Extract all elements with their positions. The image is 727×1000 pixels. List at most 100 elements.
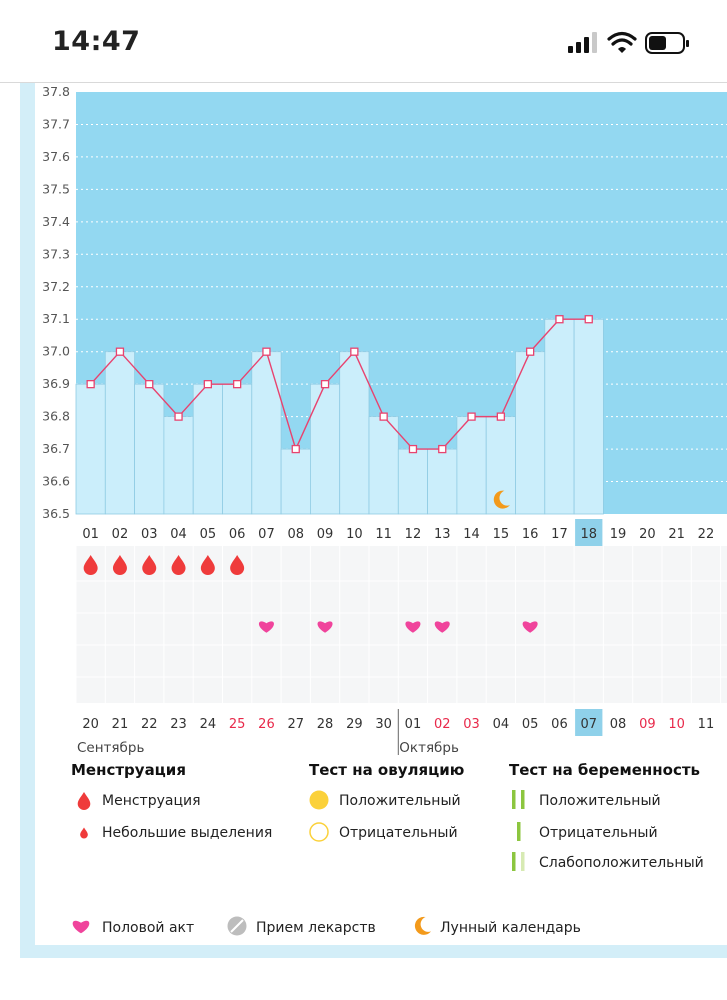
cycle-day-label: 22 [698, 527, 715, 542]
today-cycle-highlight [575, 519, 603, 546]
bbt-chart: 37.8 37.7 37.6 37.5 37.4 37.3 37.2 37.1 37.0 36.9… [35, 84, 727, 945]
y-tick-label: 36.7 [42, 441, 70, 456]
y-tick-label: 37.6 [42, 149, 70, 164]
cycle-day-label: 02 [112, 527, 129, 542]
temperature-bar [280, 448, 311, 515]
temperature-bar [456, 416, 487, 515]
legend-spotting-label: Небольшие выделения [102, 825, 272, 841]
legend-medication-label: Прием лекарств [256, 920, 376, 936]
temperature-bar [222, 383, 253, 515]
date-label: 11 [698, 717, 715, 732]
y-tick-label: 36.8 [42, 409, 70, 424]
legend-menstruation-drop-icon [77, 792, 91, 810]
temperature-point [262, 347, 271, 356]
temperature-point [555, 315, 564, 324]
pregnancy-faint-icon [512, 852, 516, 871]
temperature-bar [339, 351, 370, 515]
cycle-day-label: 17 [551, 527, 568, 542]
date-label: 27 [287, 717, 304, 732]
legend-lunar-label: Лунный календарь [440, 920, 581, 936]
month-label: Сентябрь [77, 740, 144, 756]
intercourse-heart-icon [317, 621, 333, 633]
temperature-point [115, 347, 125, 356]
legend-menstruation-title: Менструация [71, 761, 186, 779]
temperature-point [232, 380, 242, 389]
menstruation-drop-icon [200, 555, 215, 576]
temperature-point [496, 412, 506, 421]
status-icons [567, 30, 697, 62]
date-label: 03 [463, 717, 480, 732]
date-label: 08 [610, 717, 627, 732]
y-tick-label: 37.3 [42, 246, 70, 261]
y-tick-label: 37.1 [42, 311, 70, 326]
date-label: 28 [317, 717, 334, 732]
temperature-bar [134, 383, 165, 515]
date-label: 09 [639, 717, 656, 732]
legend-moon-icon [414, 916, 431, 935]
cycle-day-label: 10 [346, 527, 363, 542]
temperature-bar [397, 448, 428, 515]
temperature-bar [485, 416, 516, 515]
legend-pregnancy-faint-label: Слабоположительный [539, 855, 704, 871]
legend-pregnancy-negative-label: Отрицательный [539, 825, 658, 841]
temperature-bar [192, 383, 223, 515]
menstruation-drop-icon [112, 555, 127, 576]
intercourse-heart-icon [405, 621, 421, 633]
temperature-point [408, 444, 418, 454]
cycle-day-label: 16 [522, 527, 539, 542]
y-tick-label: 37.2 [42, 279, 70, 294]
battery-icon [645, 32, 689, 54]
menstruation-drop-icon [83, 555, 98, 576]
y-tick-label: 36.5 [42, 506, 70, 521]
cycle-day-label: 12 [405, 527, 422, 542]
temperature-bar [368, 416, 399, 515]
temperature-bar [163, 416, 194, 515]
y-tick-label: 37.4 [42, 214, 70, 229]
signal-icon [568, 32, 597, 53]
date-label: 23 [170, 717, 187, 732]
pregnancy-negative-icon [517, 822, 521, 841]
ovulation-positive-icon [309, 790, 329, 810]
cycle-day-label: 01 [82, 527, 99, 542]
today-date-highlight [575, 709, 603, 736]
temperature-plot: 37.8 37.7 37.6 37.5 37.4 37.3 37.2 37.1 37.0 36.9… [42, 84, 727, 521]
date-label: 20 [82, 717, 99, 732]
pregnancy-faint-icon [521, 852, 525, 871]
temperature-point [145, 380, 154, 389]
temperature-point [350, 347, 359, 356]
legend-background [35, 755, 727, 945]
pregnancy-positive-icon [521, 790, 525, 809]
temperature-bar [427, 448, 458, 515]
month-label: Октябрь [399, 740, 459, 756]
date-label: 24 [200, 717, 217, 732]
chart-card: 37.8 37.7 37.6 37.5 37.4 37.3 37.2 37.1 37.0 36.9… [35, 83, 727, 945]
status-bar: 14:47 [0, 0, 727, 82]
cycle-day-label: 18 [580, 527, 597, 542]
cycle-day-axis: 01 02 03 04 05 06 07 08 09 10 11 12 13 14 15 16 17 18 19 20… [82, 519, 714, 546]
y-tick-label: 37.8 [42, 84, 70, 99]
pill-icon-split [230, 919, 244, 933]
temperature-bar [75, 383, 106, 515]
temperature-point [525, 347, 535, 356]
intercourse-heart-icon [522, 621, 538, 633]
date-label: 22 [141, 717, 158, 732]
cycle-day-label: 11 [375, 527, 392, 542]
legend-ovulation-title: Тест на овуляцию [309, 761, 464, 779]
header-divider [0, 82, 727, 83]
legend-ovulation-negative-label: Отрицательный [339, 825, 458, 841]
legend-pregnancy-positive-label: Положительный [539, 793, 661, 809]
wifi-icon [607, 31, 637, 53]
temperature-point [438, 444, 447, 454]
temperature-point [203, 380, 213, 389]
cycle-day-label: 09 [317, 527, 334, 542]
pregnancy-positive-icon [512, 790, 516, 809]
temperature-bar [251, 351, 282, 515]
date-label: 02 [434, 717, 451, 732]
cycle-day-label: 08 [287, 527, 304, 542]
legend-heart-icon [72, 920, 90, 934]
y-tick-label: 37.7 [42, 116, 70, 131]
cycle-day-label: 03 [141, 527, 158, 542]
temperature-bar [573, 318, 604, 515]
intercourse-heart-icon [258, 621, 274, 633]
temperature-point [291, 444, 300, 454]
